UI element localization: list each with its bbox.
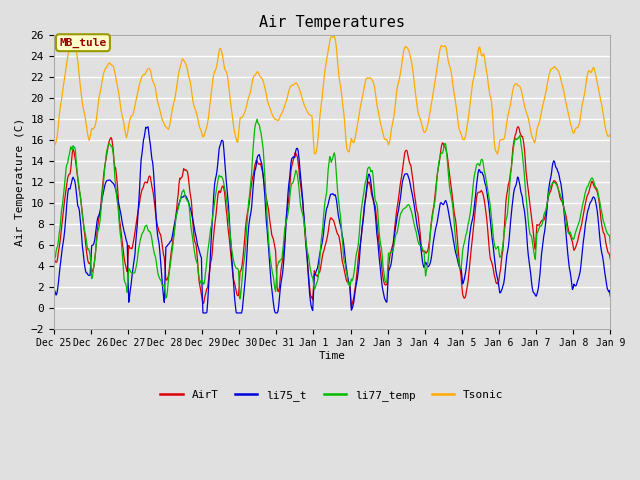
Legend: AirT, li75_t, li77_temp, Tsonic: AirT, li75_t, li77_temp, Tsonic xyxy=(156,385,508,405)
Text: MB_tule: MB_tule xyxy=(60,37,107,48)
Y-axis label: Air Temperature (C): Air Temperature (C) xyxy=(15,118,25,246)
Title: Air Temperatures: Air Temperatures xyxy=(259,15,405,30)
X-axis label: Time: Time xyxy=(319,351,346,361)
